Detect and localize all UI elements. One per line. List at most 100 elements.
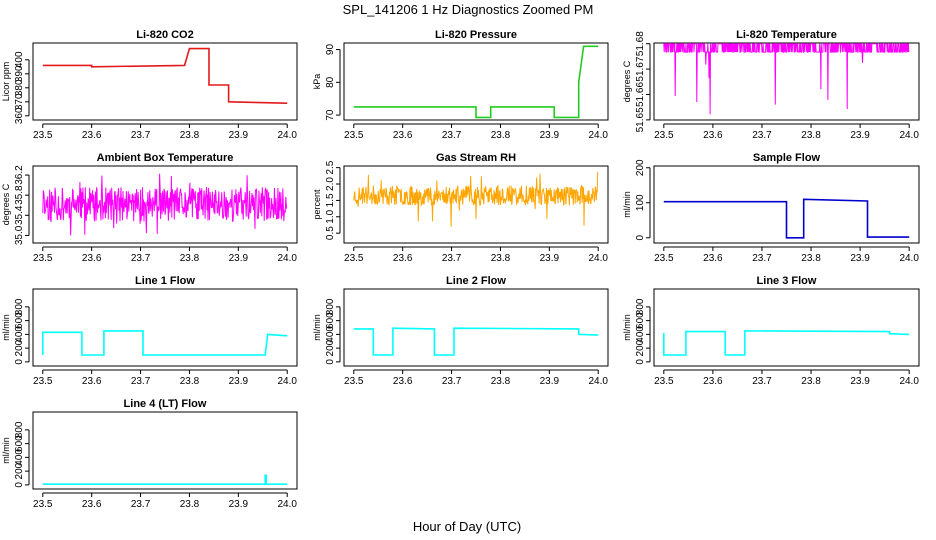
x-tick-label: 23.5 — [654, 253, 674, 264]
x-tick-label: 24.0 — [277, 253, 297, 264]
x-tick-label: 23.6 — [82, 253, 102, 264]
figure-xlabel: Hour of Day (UTC) — [413, 519, 521, 534]
x-tick-label: 24.0 — [588, 253, 608, 264]
x-tick-label: 24.0 — [277, 376, 297, 387]
plot-frame — [653, 165, 920, 244]
y-tick-label: 200 — [635, 159, 646, 176]
y-axis-label: ml/min — [312, 314, 322, 341]
panel-10: Line 4 (LT) Flow ml/min 23.5 23.6 23.7 23.8 23… — [1, 398, 298, 510]
panel-9: Line 3 Flow ml/min 23.5 23.6 23.7 23.8 23.9 24.… — [622, 275, 920, 387]
y-tick-label: 600 — [635, 312, 646, 329]
x-tick-label: 23.9 — [229, 499, 249, 510]
figure-title: SPL_141206 1 Hz Diagnostics Zoomed PM — [343, 2, 594, 17]
x-tick-label: 23.8 — [491, 376, 511, 387]
y-tick-label: 400 — [14, 449, 25, 466]
x-tick-label: 24.0 — [277, 499, 297, 510]
y-tick-label: 36.2 — [14, 165, 25, 185]
x-tick-label: 23.8 — [491, 253, 511, 264]
x-tick-label: 23.9 — [540, 130, 560, 141]
panel-title: Line 3 Flow — [757, 275, 817, 287]
y-tick-label: 400 — [14, 51, 25, 68]
x-tick-label: 24.0 — [588, 376, 608, 387]
x-tick-label: 23.5 — [33, 499, 53, 510]
y-tick-label: 600 — [14, 435, 25, 452]
x-tick-label: 23.5 — [33, 130, 53, 141]
series-line — [42, 47, 288, 104]
plot-area — [353, 45, 599, 119]
series-line — [353, 45, 599, 119]
y-axis-label: ml/min — [622, 314, 632, 341]
x-tick-label: 23.7 — [442, 253, 462, 264]
y-tick-label: 600 — [325, 312, 336, 329]
x-tick-label: 24.0 — [588, 130, 608, 141]
panel-title: Li-820 Temperature — [736, 29, 837, 41]
y-tick-label: 1.5 — [325, 193, 336, 207]
y-tick-label: 380 — [14, 79, 25, 96]
x-tick-label: 23.8 — [491, 130, 511, 141]
x-tick-label: 23.9 — [229, 253, 249, 264]
x-tick-label: 23.9 — [540, 376, 560, 387]
y-tick-label: 360 — [14, 107, 25, 124]
x-tick-label: 24.0 — [899, 253, 919, 264]
y-axis-label: percent — [312, 189, 322, 220]
series-line — [353, 171, 599, 227]
x-tick-label: 23.5 — [344, 376, 364, 387]
x-tick-label: 24.0 — [899, 130, 919, 141]
panel-1: Li-820 CO2 Licor ppm 23.5 23.6 23.7 23.8 23.9 2… — [1, 29, 298, 141]
x-tick-label: 24.0 — [277, 130, 297, 141]
x-tick-label: 23.9 — [850, 253, 870, 264]
panel-title: Line 2 Flow — [446, 275, 506, 287]
x-tick-label: 23.6 — [393, 253, 413, 264]
panel-3: Li-820 Temperature degrees C 23.5 23.6 23.7 2… — [622, 29, 920, 141]
x-tick-label: 23.8 — [180, 376, 200, 387]
y-tick-label: 0 — [325, 359, 336, 365]
y-tick-label: 200 — [14, 339, 25, 356]
y-tick-label: 0 — [14, 482, 25, 488]
x-tick-label: 23.5 — [344, 253, 364, 264]
x-tick-label: 23.7 — [442, 376, 462, 387]
y-axis-label: degrees C — [1, 183, 11, 225]
series-line — [353, 327, 599, 356]
plot-area — [353, 171, 599, 227]
panel-title: Li-820 Pressure — [435, 29, 517, 41]
x-tick-label: 24.0 — [899, 376, 919, 387]
panel-8: Line 2 Flow ml/min 23.5 23.6 23.7 23.8 23.9 24.… — [312, 275, 609, 387]
y-tick-label: 51.65 — [635, 107, 646, 132]
x-tick-label: 23.7 — [442, 130, 462, 141]
x-tick-label: 23.6 — [82, 130, 102, 141]
panel-title: Line 4 (LT) Flow — [124, 398, 207, 410]
y-tick-label: 0 — [635, 235, 646, 241]
plot-frame — [32, 288, 298, 367]
plot-area — [42, 47, 288, 104]
y-tick-label: 1.0 — [325, 209, 336, 223]
x-tick-label: 23.9 — [850, 376, 870, 387]
plot-area — [663, 198, 910, 239]
panel-7: Line 1 Flow ml/min 23.5 23.6 23.7 23.8 23.9 24.… — [1, 275, 298, 387]
y-tick-label: 35.0 — [14, 225, 25, 245]
y-tick-label: 51.68 — [635, 31, 646, 56]
y-tick-label: 390 — [14, 65, 25, 82]
panel-5: Gas Stream RH percent 23.5 23.6 23.7 23.8 23.9… — [312, 152, 609, 264]
y-tick-label: 70 — [325, 109, 336, 121]
panel-title: Line 1 Flow — [135, 275, 195, 287]
panel-title: Li-820 CO2 — [136, 29, 193, 41]
y-tick-label: 51.67 — [635, 56, 646, 81]
panel-title: Gas Stream RH — [436, 152, 516, 164]
plot-frame — [653, 42, 920, 121]
y-tick-label: 400 — [14, 326, 25, 343]
plot-area — [42, 474, 288, 485]
plot-frame — [343, 165, 609, 244]
y-tick-label: 100 — [635, 194, 646, 211]
x-tick-label: 23.9 — [540, 253, 560, 264]
y-tick-label: 800 — [14, 298, 25, 315]
y-tick-label: 2.5 — [325, 160, 336, 174]
x-tick-label: 23.9 — [229, 376, 249, 387]
series-line — [663, 330, 910, 356]
y-axis-label: Licor ppm — [1, 62, 11, 102]
x-tick-label: 23.6 — [393, 376, 413, 387]
panel-2: Li-820 Pressure kPa 23.5 23.6 23.7 23.8 23.9 24… — [312, 29, 609, 141]
x-tick-label: 23.6 — [703, 376, 723, 387]
x-tick-label: 23.6 — [703, 253, 723, 264]
plot-area — [42, 173, 288, 236]
panels-grid: Li-820 CO2 Licor ppm 23.5 23.6 23.7 23.8 23.9 2… — [1, 29, 920, 510]
